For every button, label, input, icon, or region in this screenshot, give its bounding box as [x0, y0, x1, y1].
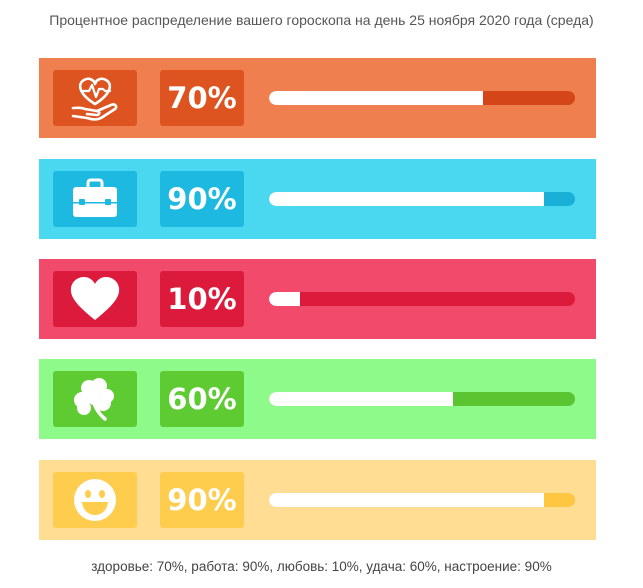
mood-icon-tile — [53, 472, 137, 528]
heart-icon — [70, 277, 120, 320]
row-luck: 60% — [39, 359, 596, 439]
mood-percent: 90% — [160, 472, 244, 528]
love-progress-track — [269, 292, 575, 306]
love-icon-tile — [53, 271, 137, 327]
luck-icon-tile — [53, 371, 137, 427]
page-title: Процентное распределение вашего гороскоп… — [49, 12, 594, 28]
smiley-icon — [74, 479, 116, 521]
summary-text: здоровье: 70%, работа: 90%, любовь: 10%,… — [91, 559, 552, 574]
row-work: 90% — [39, 159, 596, 239]
work-icon-tile — [53, 171, 137, 227]
mood-progress-fill — [269, 493, 545, 507]
luck-percent: 60% — [160, 371, 244, 427]
briefcase-icon — [73, 178, 117, 217]
row-health: 70% — [39, 58, 596, 138]
luck-progress-fill — [269, 392, 453, 406]
health-progress-track — [269, 91, 575, 105]
clover-icon — [74, 378, 114, 421]
row-love: 10% — [39, 259, 596, 339]
health-percent: 70% — [160, 70, 244, 126]
heart-pulse-hand-icon — [71, 77, 118, 121]
health-icon-tile — [53, 70, 137, 126]
health-progress-fill — [269, 91, 484, 105]
work-progress-fill — [269, 192, 545, 206]
row-mood: 90% — [39, 460, 596, 540]
work-percent: 90% — [160, 171, 244, 227]
love-progress-fill — [269, 292, 300, 306]
love-percent: 10% — [160, 271, 244, 327]
mood-progress-track — [269, 493, 575, 507]
work-progress-track — [269, 192, 575, 206]
luck-progress-track — [269, 392, 575, 406]
